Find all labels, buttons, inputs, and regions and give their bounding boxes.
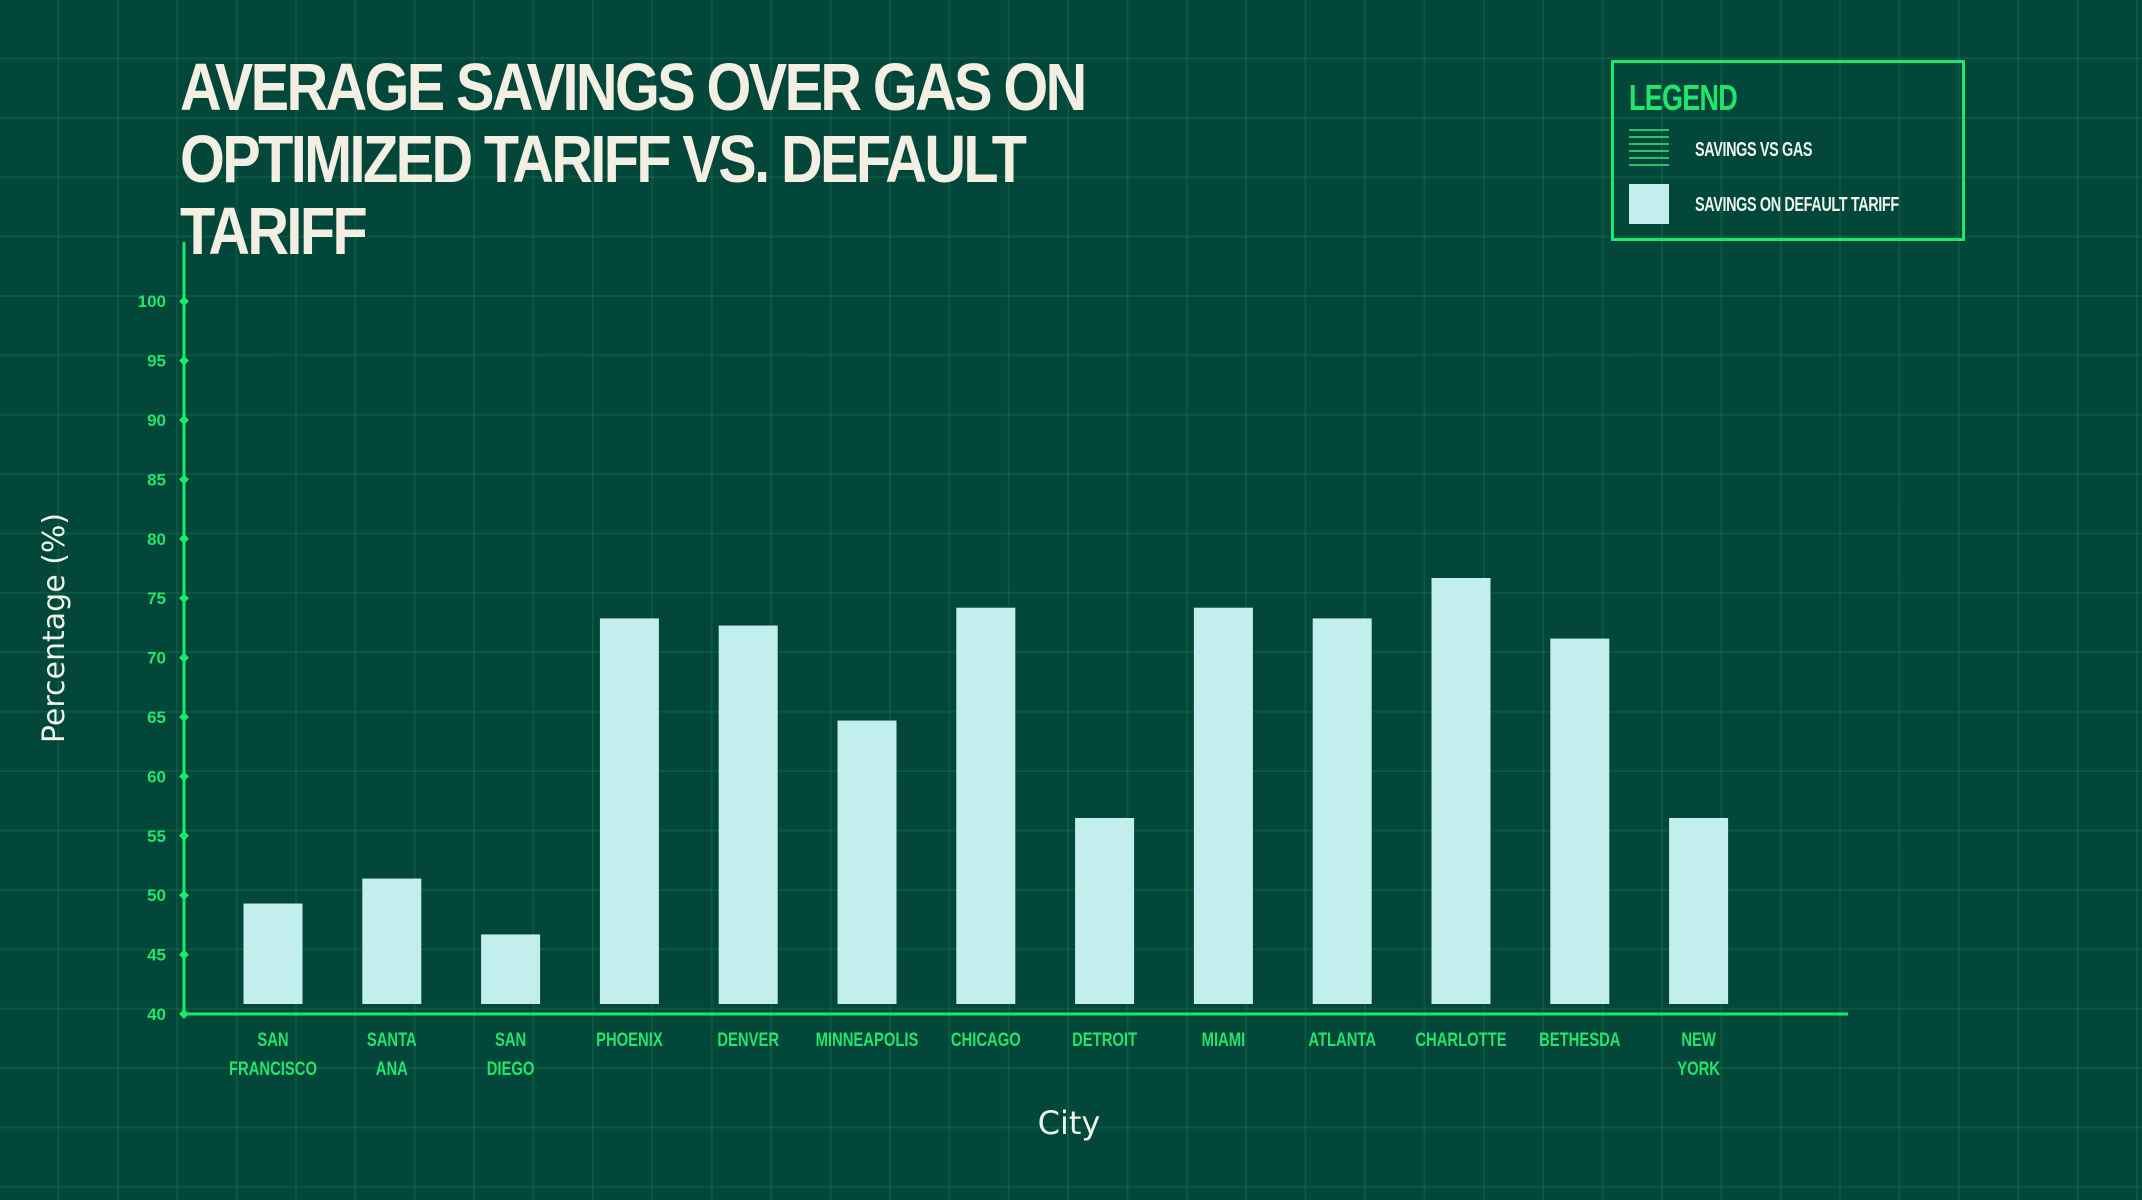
- x-tick-label: CHARLOTTE: [1415, 1029, 1506, 1050]
- legend-label-savings-vs-gas: SAVINGS VS GAS: [1695, 139, 1813, 161]
- x-tick-label-line: SANTA: [367, 1029, 417, 1050]
- bar-miami: [1193, 607, 1253, 1004]
- y-tick-label: 85: [147, 470, 166, 489]
- y-tick-label: 50: [147, 886, 166, 905]
- x-tick-label-line: FRANCISCO: [229, 1058, 317, 1079]
- y-tick-label: 65: [147, 708, 166, 727]
- x-tick-label-line: DIEGO: [487, 1058, 535, 1079]
- y-tick-label: 95: [147, 352, 166, 371]
- bar-bethesda: [1550, 638, 1610, 1004]
- y-tick-mark: [179, 712, 189, 722]
- x-tick-label: BETHESDA: [1539, 1029, 1620, 1050]
- x-tick-label: DETROIT: [1072, 1029, 1137, 1050]
- solid-swatch-icon: [1629, 184, 1669, 224]
- legend-title: LEGEND: [1629, 77, 1738, 118]
- x-axis-title: City: [1038, 1104, 1101, 1142]
- y-tick-label: 70: [147, 649, 166, 668]
- y-tick-mark: [179, 830, 189, 841]
- y-tick-label: 45: [147, 946, 166, 965]
- legend-item-savings-default: SAVINGS ON DEFAULT TARIFF: [1629, 184, 1949, 224]
- bar-minneapolis: [837, 720, 897, 1004]
- x-tick-label-line: DENVER: [717, 1029, 779, 1050]
- x-tick-label-line: CHARLOTTE: [1415, 1029, 1506, 1050]
- y-tick-label: 40: [147, 1005, 166, 1024]
- hatched-swatch-icon: [1629, 129, 1669, 169]
- x-tick-label-line: DETROIT: [1072, 1029, 1137, 1050]
- y-tick-mark: [179, 296, 189, 307]
- y-tick-label: 80: [147, 530, 166, 549]
- x-tick-label: SAN DIEGO: [487, 1029, 535, 1079]
- y-tick-mark: [179, 415, 189, 425]
- bar-phoenix: [599, 618, 659, 1004]
- x-tick-label-line: SAN: [257, 1029, 288, 1050]
- x-tick-label: MIAMI: [1202, 1029, 1246, 1050]
- x-tick-label: SANTA ANA: [367, 1029, 417, 1079]
- y-axis-title: Percentage (%): [37, 513, 72, 743]
- x-tick-label: MINNEAPOLIS: [816, 1029, 919, 1050]
- x-tick-label-line: CHICAGO: [951, 1029, 1021, 1050]
- y-tick-label: 60: [147, 767, 166, 786]
- y-tick-mark: [179, 949, 189, 960]
- x-tick-label: CHICAGO: [951, 1029, 1021, 1050]
- x-tick-label-line: MINNEAPOLIS: [816, 1029, 919, 1050]
- x-tick-label-line: NEW: [1681, 1029, 1716, 1050]
- legend-item-savings-vs-gas: SAVINGS VS GAS: [1629, 129, 1949, 169]
- legend: LEGEND SAVINGS VS GAS SAVINGS ON DEFAULT…: [1611, 60, 1965, 241]
- bar-new-york: [1669, 817, 1729, 1004]
- y-tick-mark: [179, 652, 189, 663]
- y-tick-label: 90: [147, 411, 166, 430]
- y-tick-mark: [179, 474, 189, 485]
- x-tick-label: ATLANTA: [1308, 1029, 1376, 1050]
- bar-detroit: [1075, 817, 1135, 1004]
- bar-charlotte: [1431, 578, 1491, 1004]
- y-tick-mark: [179, 890, 189, 901]
- x-tick-label-line: PHOENIX: [596, 1029, 663, 1050]
- y-tick-label: 100: [138, 292, 166, 311]
- y-tick-label: 55: [147, 827, 166, 846]
- y-tick-mark: [179, 771, 189, 782]
- x-tick-label: PHOENIX: [596, 1029, 663, 1050]
- bar-denver: [718, 625, 778, 1004]
- bar-chicago: [956, 607, 1016, 1004]
- y-tick-mark: [179, 355, 189, 366]
- y-tick-mark: [179, 533, 189, 544]
- y-tick-mark: [179, 593, 189, 604]
- bar-santa-ana: [362, 878, 422, 1004]
- x-tick-label-line: BETHESDA: [1539, 1029, 1620, 1050]
- x-tick-label: DENVER: [717, 1029, 779, 1050]
- legend-label-savings-default: SAVINGS ON DEFAULT TARIFF: [1695, 194, 1899, 216]
- x-tick-label-line: SAN: [495, 1029, 526, 1050]
- x-tick-label-line: MIAMI: [1202, 1029, 1246, 1050]
- x-tick-label-line: YORK: [1677, 1058, 1720, 1079]
- bar-atlanta: [1312, 618, 1372, 1004]
- bar-san-francisco: [243, 903, 303, 1004]
- bar-san-diego: [481, 934, 541, 1004]
- x-tick-label-line: ATLANTA: [1308, 1029, 1376, 1050]
- y-tick-mark: [179, 1009, 189, 1019]
- y-tick-label: 75: [147, 589, 166, 608]
- x-tick-label: SAN FRANCISCO: [229, 1029, 317, 1079]
- x-tick-label: NEW YORK: [1677, 1029, 1720, 1079]
- chart-title: AVERAGE SAVINGS OVER GAS ON OPTIMIZED TA…: [180, 50, 1087, 269]
- x-tick-label-line: ANA: [376, 1058, 408, 1079]
